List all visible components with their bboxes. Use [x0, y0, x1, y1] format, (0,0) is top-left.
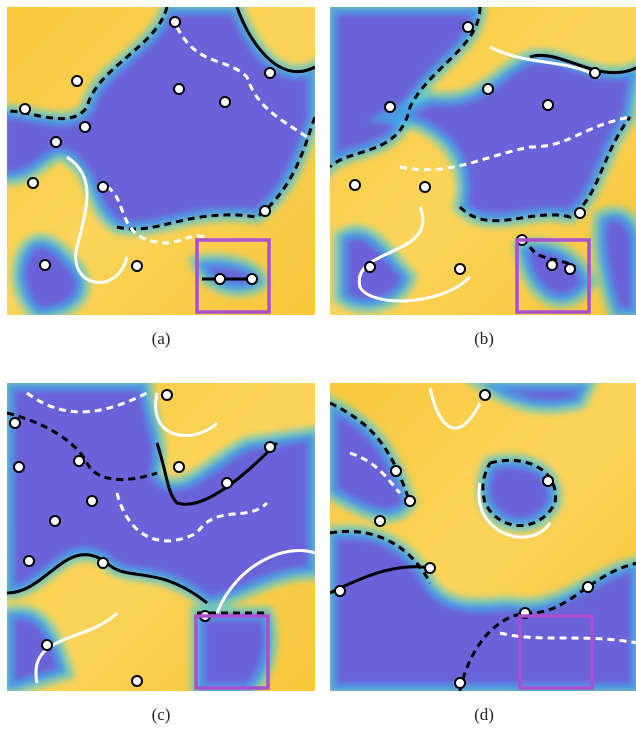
caption: (d): [474, 705, 494, 724]
caption: (a): [152, 329, 171, 348]
panel-d: [330, 383, 636, 691]
caption: (b): [474, 329, 494, 348]
caption: (c): [152, 705, 171, 724]
panel-a: [7, 7, 315, 315]
panel-b: [330, 7, 636, 315]
panel-c: [7, 383, 315, 691]
